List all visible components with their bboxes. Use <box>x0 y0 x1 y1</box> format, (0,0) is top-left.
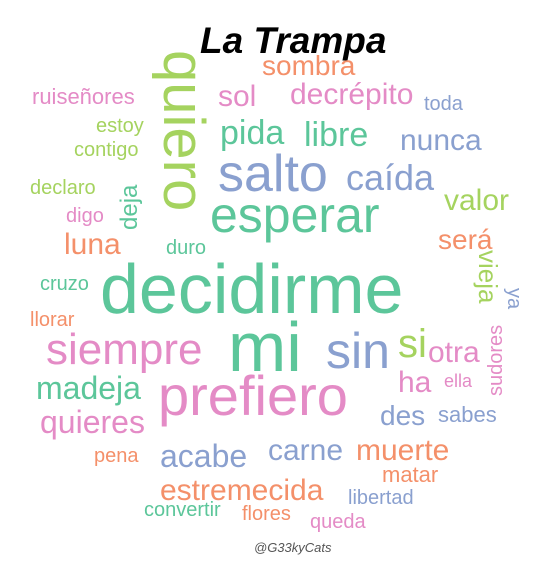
word-deja: deja <box>116 184 143 230</box>
word-madeja: madeja <box>36 370 141 406</box>
word-des: des <box>380 400 426 431</box>
word-sol: sol <box>218 80 257 113</box>
word-cruzo: cruzo <box>40 273 89 295</box>
word-mi: mi <box>228 308 302 386</box>
word-esperar: esperar <box>210 187 380 243</box>
word-digo: digo <box>66 205 104 227</box>
word-matar: matar <box>382 462 439 487</box>
word-siempre: siempre <box>46 325 203 374</box>
word-toda: toda <box>424 93 463 115</box>
word-vieja: vieja <box>473 250 503 304</box>
word-valor: valor <box>444 184 510 217</box>
word-sabes: sabes <box>438 402 497 427</box>
word-pida: pida <box>220 114 285 152</box>
word-sudores: sudores <box>485 324 507 396</box>
word-muerte: muerte <box>356 434 450 467</box>
word-decrepito: decrépito <box>290 78 414 111</box>
cloud-title: La Trampa <box>200 20 387 61</box>
word-prefiero: prefiero <box>158 364 348 427</box>
word-otra: otra <box>428 336 480 369</box>
word-contigo: contigo <box>74 139 139 161</box>
word-libre: libre <box>304 116 369 154</box>
word-luna: luna <box>64 228 121 261</box>
word-flores: flores <box>242 503 291 525</box>
word-duro: duro <box>166 237 207 259</box>
word-sin: sin <box>326 323 390 379</box>
word-caida: caída <box>346 157 435 198</box>
word-queda: queda <box>310 511 366 533</box>
word-quieres: quieres <box>40 404 145 440</box>
word-salto: salto <box>218 145 328 203</box>
word-acabe: acabe <box>160 438 248 474</box>
word-ya: ya <box>503 288 525 310</box>
word-sombra: sombra <box>262 50 356 81</box>
word-ha: ha <box>398 366 432 399</box>
word-llorar: llorar <box>30 309 75 331</box>
word-ruisenores: ruiseñores <box>32 84 135 109</box>
word-estremecida: estremecida <box>160 474 324 507</box>
word-pena: pena <box>94 445 139 467</box>
word-convertir: convertir <box>144 499 221 521</box>
word-ella: ella <box>444 371 473 391</box>
word-declaro: declaro <box>30 177 96 199</box>
word-decidirme: decidirme <box>100 250 404 328</box>
word-sera: será <box>438 224 493 255</box>
word-nunca: nunca <box>400 124 482 157</box>
word-quiero: quiero <box>151 50 216 212</box>
word-si: si <box>398 322 427 366</box>
word-estoy: estoy <box>96 115 144 137</box>
word-carne: carne <box>268 434 344 467</box>
word-libertad: libertad <box>348 487 414 509</box>
credit-label: @G33kyCats <box>254 540 332 555</box>
